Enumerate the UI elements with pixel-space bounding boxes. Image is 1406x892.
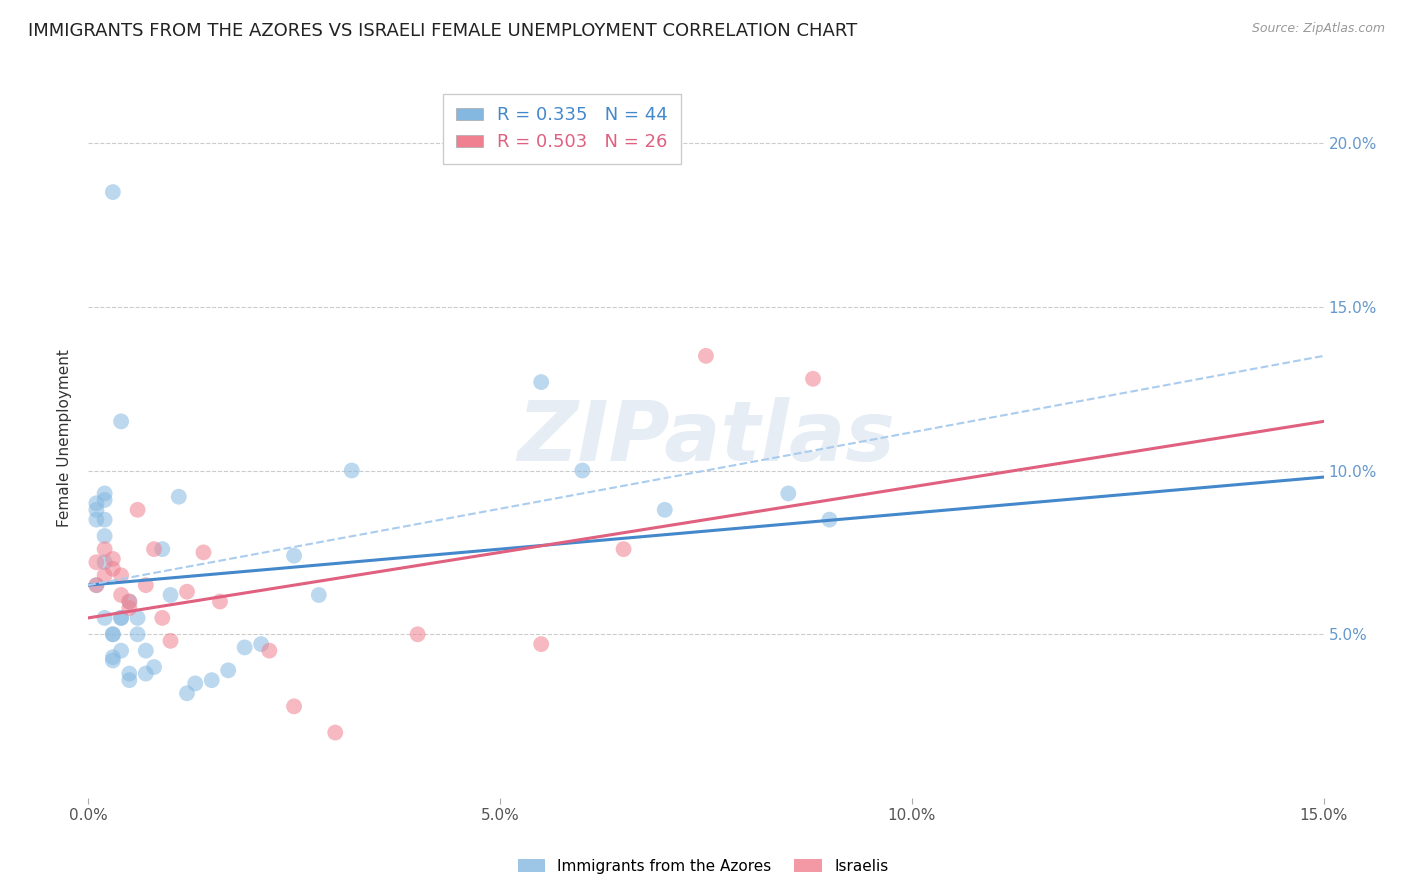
- Point: [323, 725, 346, 739]
- Point: [93, 529, 115, 543]
- Point: [127, 611, 149, 625]
- Point: [406, 627, 429, 641]
- Point: [127, 503, 149, 517]
- Point: [101, 627, 124, 641]
- Point: [167, 490, 190, 504]
- Point: [86, 503, 108, 517]
- Point: [118, 594, 141, 608]
- Point: [135, 643, 157, 657]
- Point: [86, 513, 108, 527]
- Point: [135, 578, 157, 592]
- Point: [308, 588, 330, 602]
- Y-axis label: Female Unemployment: Female Unemployment: [58, 349, 72, 526]
- Point: [201, 673, 224, 687]
- Point: [143, 660, 166, 674]
- Point: [101, 562, 124, 576]
- Legend: Immigrants from the Azores, Israelis: Immigrants from the Azores, Israelis: [512, 853, 894, 880]
- Point: [150, 611, 173, 625]
- Point: [283, 549, 305, 563]
- Point: [127, 627, 149, 641]
- Point: [612, 542, 634, 557]
- Point: [217, 663, 239, 677]
- Point: [101, 552, 124, 566]
- Point: [110, 588, 132, 602]
- Point: [193, 545, 215, 559]
- Point: [150, 542, 173, 557]
- Point: [93, 486, 115, 500]
- Point: [571, 463, 593, 477]
- Point: [118, 594, 141, 608]
- Point: [530, 375, 553, 389]
- Point: [118, 666, 141, 681]
- Point: [208, 594, 231, 608]
- Point: [259, 643, 281, 657]
- Point: [143, 542, 166, 557]
- Point: [176, 686, 198, 700]
- Text: ZIPatlas: ZIPatlas: [517, 397, 894, 478]
- Point: [101, 185, 124, 199]
- Point: [86, 578, 108, 592]
- Point: [110, 611, 132, 625]
- Point: [110, 414, 132, 428]
- Point: [176, 584, 198, 599]
- Point: [530, 637, 553, 651]
- Point: [110, 611, 132, 625]
- Point: [184, 676, 207, 690]
- Point: [818, 513, 841, 527]
- Text: Source: ZipAtlas.com: Source: ZipAtlas.com: [1251, 22, 1385, 36]
- Point: [86, 555, 108, 569]
- Point: [101, 653, 124, 667]
- Point: [135, 666, 157, 681]
- Point: [801, 372, 824, 386]
- Point: [110, 568, 132, 582]
- Point: [101, 627, 124, 641]
- Point: [86, 496, 108, 510]
- Point: [93, 568, 115, 582]
- Point: [93, 542, 115, 557]
- Point: [250, 637, 273, 651]
- Text: IMMIGRANTS FROM THE AZORES VS ISRAELI FEMALE UNEMPLOYMENT CORRELATION CHART: IMMIGRANTS FROM THE AZORES VS ISRAELI FE…: [28, 22, 858, 40]
- Point: [118, 673, 141, 687]
- Point: [101, 650, 124, 665]
- Point: [159, 588, 181, 602]
- Point: [86, 578, 108, 592]
- Point: [110, 643, 132, 657]
- Point: [93, 555, 115, 569]
- Point: [340, 463, 363, 477]
- Point: [118, 601, 141, 615]
- Point: [283, 699, 305, 714]
- Point: [93, 513, 115, 527]
- Point: [159, 633, 181, 648]
- Point: [93, 611, 115, 625]
- Point: [93, 493, 115, 508]
- Point: [695, 349, 717, 363]
- Point: [233, 640, 256, 655]
- Legend: R = 0.335   N = 44, R = 0.503   N = 26: R = 0.335 N = 44, R = 0.503 N = 26: [443, 94, 681, 164]
- Point: [778, 486, 800, 500]
- Point: [654, 503, 676, 517]
